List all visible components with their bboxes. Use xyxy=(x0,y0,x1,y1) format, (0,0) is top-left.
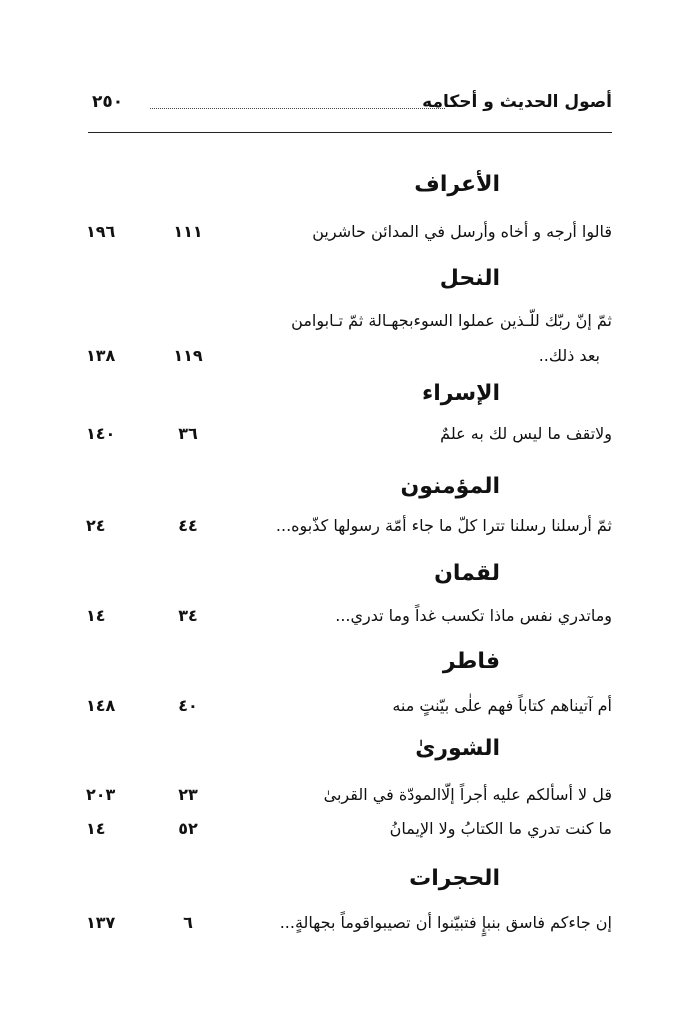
surah-heading: المؤمنون xyxy=(400,474,500,499)
ayah-number: ٣٦ xyxy=(178,424,198,443)
page-ref: ٢٠٣ xyxy=(86,785,116,804)
running-header-title: أصول الحديث و أحكامه xyxy=(422,92,612,112)
page-ref: ١٩٦ xyxy=(86,222,116,241)
header-rule xyxy=(88,132,612,133)
surah-heading: فاطر xyxy=(442,649,500,674)
page-ref: ١٤٨ xyxy=(86,696,116,715)
surah-heading: الحجرات xyxy=(409,866,500,891)
surah-heading: الإسراء xyxy=(421,381,500,406)
ayah-number: ١١٩ xyxy=(173,346,203,365)
page-number: ٢٥٠ xyxy=(92,92,124,112)
ayah-number: ٢٣ xyxy=(178,785,198,804)
ayah-number: ٥٢ xyxy=(178,819,198,838)
ayah-number: ٦ xyxy=(183,913,193,932)
verse-text: قل لا أسألكم عليه أجراً إلّاالمودّة في ا… xyxy=(323,785,612,804)
surah-heading: لقمان xyxy=(434,561,500,586)
page-ref: ١٤ xyxy=(86,606,106,625)
verse-text: قالوا أرجه و أخاه وأرسل في المدائن حاشري… xyxy=(312,222,612,241)
verse-text-continued: بعد ذلك.. xyxy=(538,346,600,365)
ayah-number: ٤٠ xyxy=(178,696,198,715)
page-ref: ١٣٧ xyxy=(86,913,116,932)
page-ref: ١٤٠ xyxy=(86,424,116,443)
ayah-number: ٤٤ xyxy=(178,516,198,535)
verse-text: ثمّ أرسلنا رسلنا تترا كلّ ما جاء أمّة رس… xyxy=(275,516,612,535)
surah-heading: الشورىٰ xyxy=(415,736,500,761)
verse-text: ثمّ إنّ ربّك للّـذين عملوا السوءبجهـالة … xyxy=(291,311,612,330)
verse-text: وماتدري نفس ماذا تكسب غداً وما تدري... xyxy=(335,606,612,625)
page-ref: ١٤ xyxy=(86,819,106,838)
ayah-number: ٣٤ xyxy=(178,606,198,625)
verse-text: أم آتيناهم كتاباً فهم علٰى بيّنتٍ منه xyxy=(392,696,612,715)
page-ref: ٢٤ xyxy=(86,516,106,535)
surah-heading: الأعراف xyxy=(414,172,500,197)
verse-text: ما كنت تدري ما الكتابُ ولا الإيمانُ xyxy=(389,819,612,838)
ayah-number: ١١١ xyxy=(173,222,203,241)
verse-text: إن جاءكم فاسق بنبإٍ فتبيّنوا أن تصيبواقو… xyxy=(279,913,612,932)
verse-text: ولاتقف ما ليس لك به علمٌ xyxy=(440,424,612,443)
header-dot-leader xyxy=(150,108,445,109)
page-ref: ١٣٨ xyxy=(86,346,116,365)
surah-heading: النحل xyxy=(439,266,500,291)
